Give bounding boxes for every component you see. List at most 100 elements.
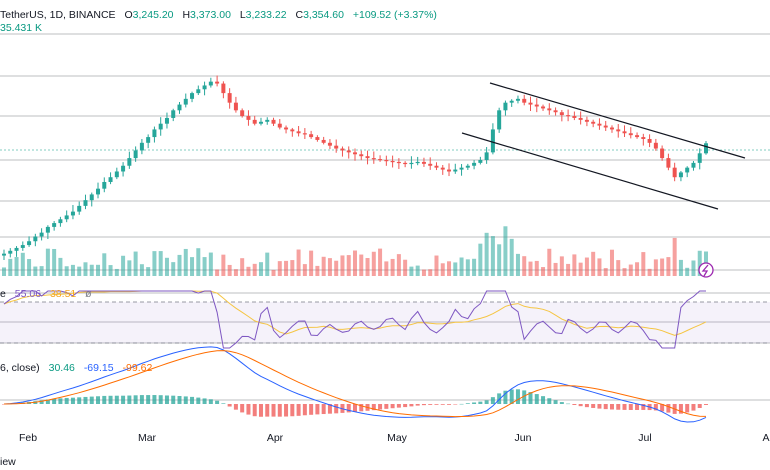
macd-histogram-bar (246, 404, 251, 415)
candle (390, 160, 395, 163)
macd-histogram-bar (396, 404, 401, 408)
candle (277, 123, 282, 128)
volume-bar (221, 254, 226, 276)
macd-histogram-bar (190, 396, 195, 404)
candle (478, 160, 483, 163)
channel-lower-line[interactable] (461, 132, 719, 210)
candle (321, 139, 326, 143)
macd-histogram-bar (346, 404, 351, 413)
macd-histogram-bar (528, 392, 533, 404)
volume-bar (39, 266, 44, 276)
macd-histogram-bar (428, 404, 433, 405)
volume-bar (114, 268, 119, 276)
macd-line (3, 346, 707, 423)
candle (541, 106, 546, 109)
rsi-ma-line (3, 290, 707, 336)
candle (14, 247, 19, 251)
volume-bar (240, 258, 245, 276)
macd-histogram-bar (578, 404, 583, 407)
candle (340, 148, 345, 151)
candle (409, 162, 414, 165)
candle (296, 131, 301, 134)
macd-header: 6, close) 30.46 -69.15 -99.62 (0, 362, 152, 374)
macd-histogram-bar (434, 404, 439, 405)
volume-bar (609, 249, 614, 276)
macd-histogram-bar (139, 395, 144, 404)
volume-bar (403, 259, 408, 276)
macd-histogram-bar (584, 404, 589, 408)
macd-signal-line (3, 350, 707, 418)
volume-bar (365, 258, 370, 276)
volume-bar (327, 258, 332, 276)
macd-histogram-bar (70, 397, 75, 404)
volume-bars (2, 226, 708, 276)
candle (334, 145, 339, 149)
volume-bar (678, 259, 683, 276)
candle (302, 133, 307, 135)
macd-histogram-bar (152, 395, 157, 404)
candle (258, 121, 263, 124)
channel-upper-line[interactable] (489, 82, 746, 159)
x-label: Apr (266, 432, 284, 444)
candle (146, 137, 151, 143)
macd-histogram-bar (252, 404, 257, 417)
macd-histogram-bar (64, 397, 69, 404)
volume-bar (309, 250, 314, 276)
macd-histogram-bar (465, 403, 470, 404)
macd-histogram-bar (196, 397, 201, 404)
volume-bar (302, 264, 307, 276)
volume-bar (409, 266, 414, 276)
macd-histogram-bar (177, 396, 182, 404)
volume-bar (45, 248, 50, 276)
candle (58, 219, 63, 224)
high-value: 3,373.00 (190, 9, 231, 21)
volume-bar (603, 268, 608, 276)
volume-bar (171, 262, 176, 276)
low-value: 3,233.22 (245, 9, 287, 21)
macd-histogram-bar (628, 404, 633, 410)
candle (534, 104, 539, 107)
macd-histogram-bar (415, 404, 420, 406)
candle (365, 156, 370, 159)
macd-histogram-bar (453, 404, 458, 405)
volume-bar (578, 262, 583, 276)
volume-bar (503, 226, 508, 276)
volume-bar (164, 257, 169, 276)
candle (472, 162, 477, 166)
footer-text: iew (0, 456, 16, 468)
candle (77, 205, 82, 212)
volume-bar (208, 252, 213, 276)
volume-bar (371, 251, 376, 276)
candle (697, 153, 702, 163)
candle (208, 81, 213, 86)
x-label: A (762, 432, 770, 444)
macd-histogram-bar (215, 400, 220, 404)
macd-histogram-bar (509, 389, 514, 404)
alert-icon[interactable] (698, 262, 714, 278)
macd-histogram-bar (258, 404, 263, 417)
volume-bar (396, 254, 401, 276)
volume-bar (2, 267, 6, 276)
candle (8, 250, 13, 254)
macd-histogram-bar (515, 389, 520, 404)
candle (284, 127, 289, 130)
macd-histogram-bar (384, 404, 389, 409)
candle (559, 112, 564, 116)
macd-histogram-bar (472, 402, 477, 404)
candle (152, 129, 157, 138)
candle (434, 165, 439, 168)
candle (221, 83, 226, 94)
candle (603, 125, 608, 128)
volume-bar (14, 257, 19, 276)
macd-histogram-bar (421, 404, 426, 406)
macd-histogram-bar (290, 404, 295, 417)
candles (2, 75, 708, 260)
candle (622, 131, 627, 134)
volume-bar (541, 267, 546, 276)
volume-bar (277, 261, 282, 276)
macd-histogram-bar (171, 395, 176, 404)
high-label: H (182, 9, 191, 21)
open-value: 3,245.20 (132, 9, 174, 21)
candle (290, 129, 295, 132)
